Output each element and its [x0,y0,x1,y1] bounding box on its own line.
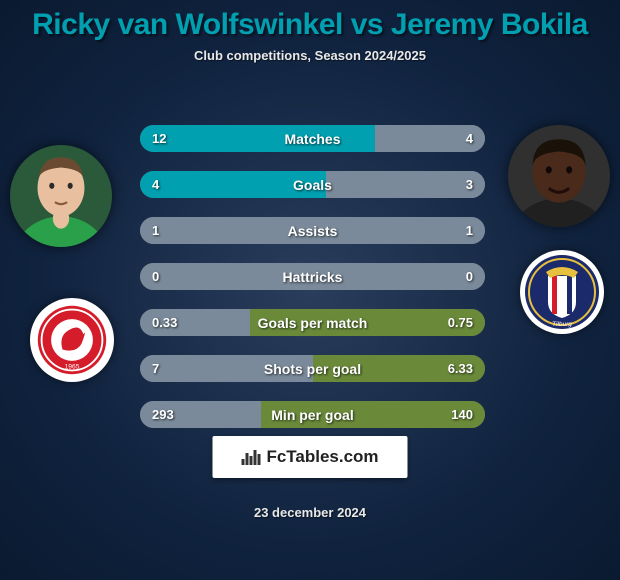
stat-value-left: 1 [152,217,159,244]
stat-row: Goals per match0.33 0.75 [140,309,485,336]
stat-label: Goals [140,171,485,198]
club-right-badge: Tilburg [520,250,604,334]
club-right-city: Tilburg [552,321,572,328]
stat-label: Hattricks [140,263,485,290]
stat-row: Shots per goal7 6.33 [140,355,485,382]
subtitle: Club competitions, Season 2024/2025 [0,48,620,63]
stat-value-left: 0 [152,263,159,290]
stat-row: Hattricks0 0 [140,263,485,290]
stat-value-right: 6.33 [448,355,473,382]
stat-value-right: 4 [466,125,473,152]
stat-value-right: 140 [451,401,473,428]
stat-value-right: 0.75 [448,309,473,336]
club-left-badge: 1965 [30,298,114,382]
stat-label: Assists [140,217,485,244]
stat-value-right: 3 [466,171,473,198]
stat-value-left: 4 [152,171,159,198]
stat-row: Min per goal293 140 [140,401,485,428]
stat-value-left: 7 [152,355,159,382]
club-left-year: 1965 [65,364,80,371]
stat-value-right: 0 [466,263,473,290]
stat-row: Matches12 4 [140,125,485,152]
stat-value-left: 293 [152,401,174,428]
stat-value-right: 1 [466,217,473,244]
player-left-avatar [10,145,112,247]
footer-brand-logo[interactable]: FcTables.com [213,436,408,478]
footer-brand-text: FcTables.com [266,447,378,467]
stat-label: Shots per goal [140,355,485,382]
stat-label: Min per goal [140,401,485,428]
stat-label: Goals per match [140,309,485,336]
player-right-avatar [508,125,610,227]
stat-row: Assists1 1 [140,217,485,244]
stats-bars: Matches124Goals43Assists11Hattricks00Goa… [140,125,485,447]
footer-date: 23 december 2024 [0,505,620,520]
stat-row: Goals4 3 [140,171,485,198]
chart-icon [241,450,260,465]
stat-value-left: 12 [152,125,166,152]
page-title: Ricky van Wolfswinkel vs Jeremy Bokila [0,0,620,42]
stat-value-left: 0.33 [152,309,177,336]
stat-label: Matches [140,125,485,152]
